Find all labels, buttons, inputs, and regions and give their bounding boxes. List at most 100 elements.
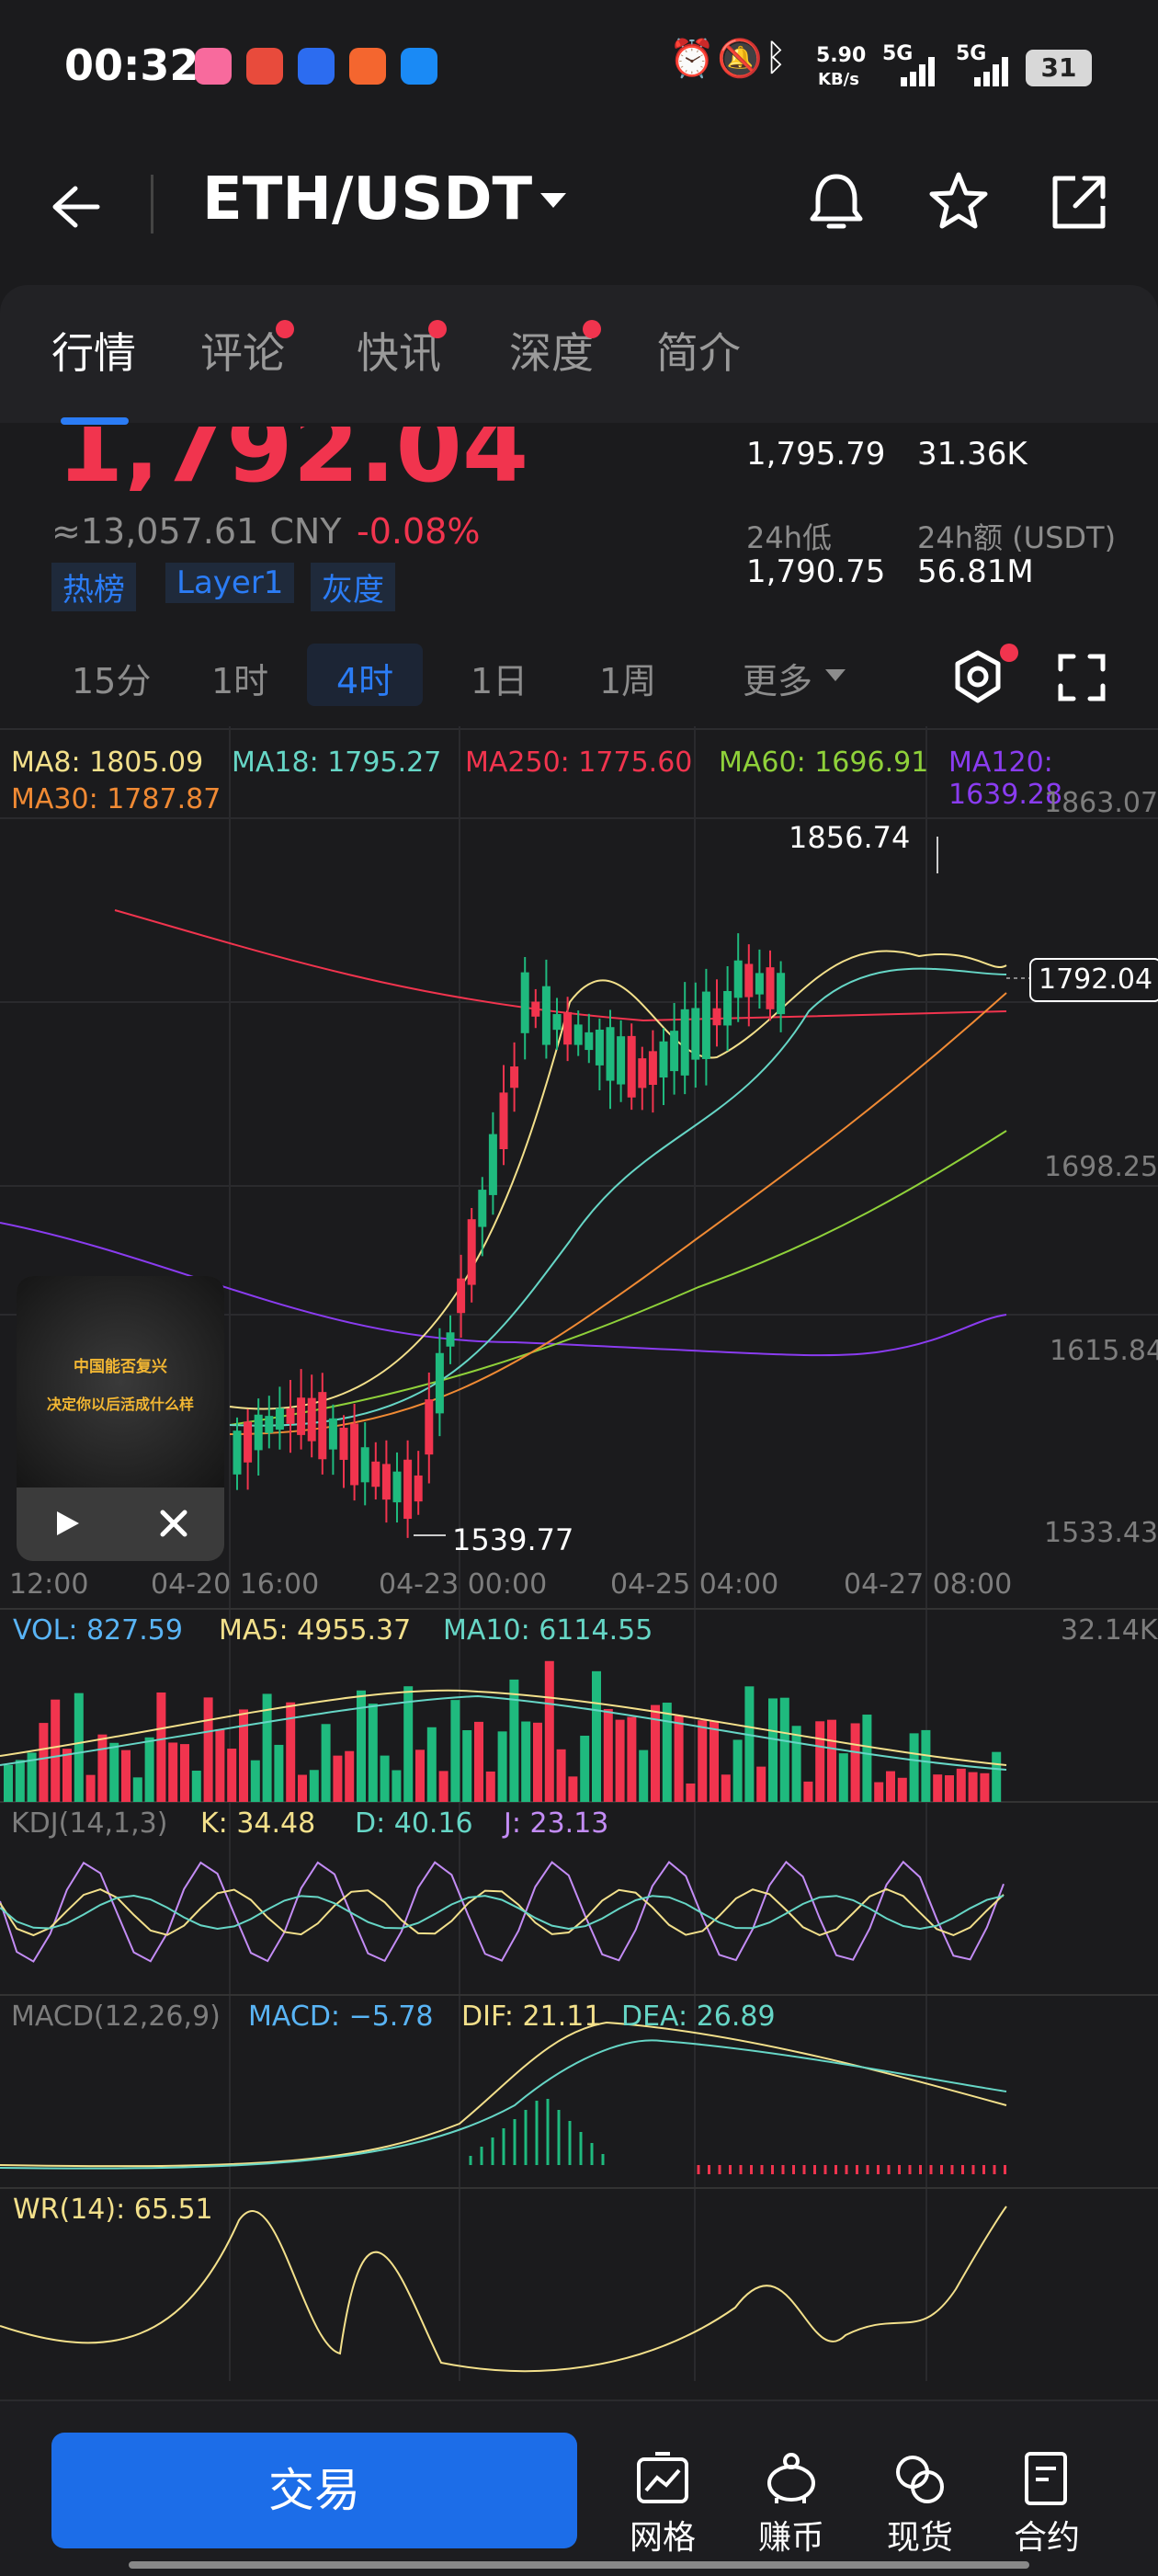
candle-body [414, 1475, 423, 1502]
legend-ma18: MA18: 1795.27 [232, 747, 442, 779]
nav-spot[interactable]: 现货 [869, 2450, 971, 2559]
share-icon[interactable] [1050, 173, 1108, 232]
notification-dot [583, 320, 601, 338]
volume-bar [956, 1768, 966, 1802]
volume-bars [0, 1660, 1007, 1802]
candle-body [328, 1418, 337, 1450]
tag-grayscale[interactable]: 灰度 [311, 563, 395, 611]
volume-bar [191, 1771, 201, 1802]
kline-chart[interactable] [0, 726, 1158, 2381]
kdj-lines [0, 1860, 1005, 1963]
trade-button[interactable]: 交易 [51, 2433, 577, 2548]
candle-body [297, 1397, 306, 1435]
indicator-settings-icon[interactable] [952, 649, 1004, 704]
star-icon[interactable] [928, 171, 989, 232]
y-tick: 1615.84 [1050, 1335, 1158, 1367]
tag-hot[interactable]: 热榜 [51, 563, 136, 611]
volume-bar [250, 1760, 260, 1802]
app-notification-icon [246, 48, 283, 85]
tag-layer1[interactable]: Layer1 [165, 563, 295, 603]
volume-bar [345, 1750, 355, 1802]
legend-ma30: MA30: 1787.87 [11, 783, 221, 815]
tab-intro[interactable]: 简介 [656, 328, 741, 378]
y-tick: 1533.43 [1044, 1517, 1158, 1549]
vol-max: 32.14K [1061, 1614, 1158, 1647]
nav-grid[interactable]: 网格 [612, 2450, 713, 2559]
play-icon[interactable] [51, 1508, 83, 1539]
volume-bar [474, 1721, 483, 1802]
spot-exchange-icon [896, 2456, 944, 2503]
candle-body [457, 1278, 466, 1314]
volume-bar [721, 1774, 731, 1802]
bell-icon[interactable] [807, 171, 866, 235]
volume-bar [509, 1679, 519, 1802]
volume-bar [426, 1727, 437, 1802]
volume-bar [97, 1734, 108, 1802]
legend-dif: DIF: 21.11 [461, 2000, 602, 2033]
nav-futures[interactable]: 合约 [996, 2450, 1097, 2559]
candle-body [392, 1471, 402, 1503]
volume-bar [368, 1704, 378, 1802]
grid-bot-icon [637, 2452, 688, 2503]
x-tick: 04-27 08:00 [844, 1568, 1013, 1601]
app-notification-icon [195, 48, 232, 85]
volume-bar [438, 1771, 448, 1802]
volume-bar [803, 1781, 813, 1802]
volume-bar [744, 1686, 755, 1802]
caret-down-icon[interactable] [537, 189, 570, 211]
volume-bar [462, 1729, 472, 1802]
divider [151, 175, 153, 234]
interval-1d[interactable]: 1日 [471, 661, 528, 701]
volume-bar [262, 1693, 272, 1802]
interval-1w[interactable]: 1周 [599, 661, 657, 701]
current-price-label[interactable]: 1792.04 [1029, 958, 1158, 1002]
volume-bar [357, 1690, 366, 1802]
candle-body [766, 967, 775, 1009]
volume-bar [521, 1721, 531, 1802]
volume-bar [533, 1722, 542, 1802]
candle-body [425, 1399, 434, 1455]
fullscreen-icon[interactable] [1057, 653, 1107, 702]
volume-bar [862, 1715, 872, 1802]
volume-bar [686, 1783, 696, 1802]
ma8-line [229, 950, 1007, 1410]
volume-bar [838, 1753, 848, 1802]
video-caption: 中国能否复兴 [74, 1358, 167, 1376]
x-tick: 04-25 04:00 [610, 1568, 779, 1601]
notification-dot [1000, 644, 1018, 662]
volume-bar [485, 1771, 495, 1802]
dea-line [0, 2039, 1007, 2170]
tab-depth[interactable]: 深度 [509, 328, 594, 378]
interval-more[interactable]: 更多 [743, 661, 813, 701]
volume-bar [4, 1764, 13, 1802]
tab-market[interactable]: 行情 [51, 328, 136, 378]
volume-bar [144, 1737, 154, 1802]
interval-15m[interactable]: 15分 [72, 661, 152, 701]
candle-body [627, 1035, 636, 1098]
nav-label: 现货 [886, 2519, 953, 2557]
tab-news[interactable]: 快讯 [357, 328, 441, 378]
candle-body [244, 1421, 253, 1463]
volume-bar [215, 1728, 225, 1802]
back-arrow-icon[interactable] [48, 179, 103, 234]
candle-body [254, 1414, 263, 1451]
candle-body [499, 1092, 508, 1149]
nav-earn[interactable]: 赚币 [741, 2450, 842, 2559]
legend-ma8: MA8: 1805.09 [11, 747, 204, 779]
candle-body [318, 1392, 327, 1460]
battery-icon: 31 [1026, 50, 1092, 86]
volume-bar [933, 1774, 943, 1802]
ma250-line [114, 909, 1007, 1022]
floating-video[interactable]: 中国能否复兴 决定你以后活成什么样 [17, 1276, 224, 1561]
ma18-line [229, 967, 1007, 1427]
interval-1h[interactable]: 1时 [211, 661, 269, 701]
clock: 00:32 [64, 40, 199, 90]
volume-bar [392, 1770, 402, 1802]
volume-bar [309, 1770, 319, 1802]
close-icon[interactable] [160, 1510, 187, 1537]
tab-comments[interactable]: 评论 [200, 328, 285, 378]
interval-4h[interactable]: 4时 [336, 661, 394, 701]
video-thumbnail [17, 1276, 224, 1487]
pair-title[interactable]: ETH/USDT [202, 165, 533, 234]
net-unit: KB/s [818, 70, 859, 89]
